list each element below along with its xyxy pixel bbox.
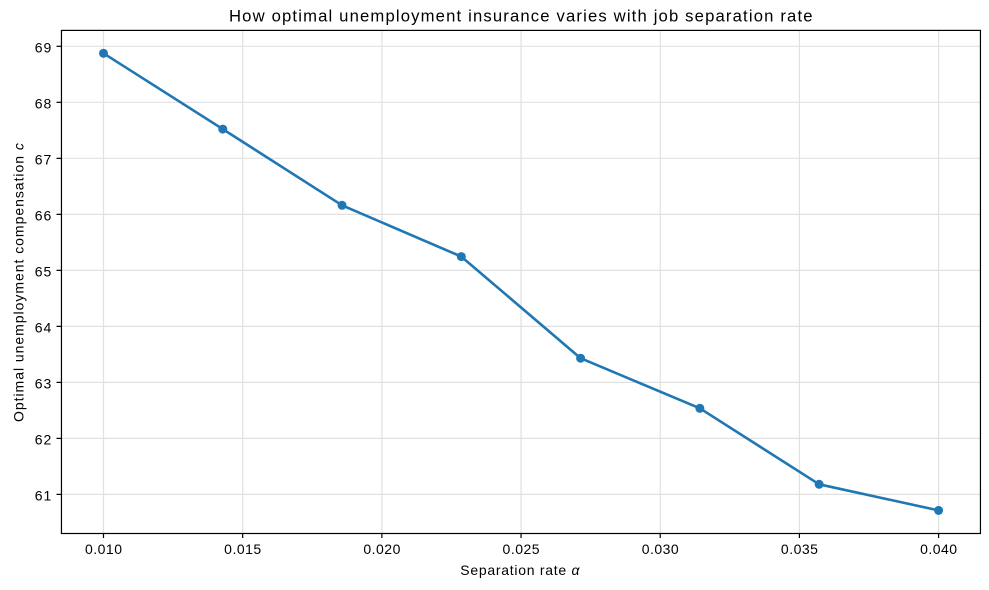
svg-text:64: 64 [35, 319, 53, 335]
svg-text:0.035: 0.035 [781, 541, 818, 557]
svg-text:67: 67 [35, 151, 53, 167]
svg-text:66: 66 [35, 207, 53, 223]
svg-text:62: 62 [35, 431, 53, 447]
svg-text:69: 69 [35, 39, 53, 55]
svg-text:0.030: 0.030 [642, 541, 679, 557]
svg-text:How optimal unemployment insur: How optimal unemployment insurance varie… [229, 7, 813, 26]
svg-text:61: 61 [35, 487, 53, 503]
svg-text:0.020: 0.020 [363, 541, 400, 557]
svg-text:Optimal unemployment compensat: Optimal unemployment compensation c [11, 143, 27, 422]
svg-text:0.015: 0.015 [224, 541, 261, 557]
svg-text:68: 68 [35, 95, 53, 111]
svg-text:0.010: 0.010 [85, 541, 122, 557]
svg-text:65: 65 [35, 263, 53, 279]
svg-text:0.040: 0.040 [920, 541, 957, 557]
svg-text:0.025: 0.025 [503, 541, 540, 557]
svg-text:Separation rate α: Separation rate α [460, 562, 580, 578]
svg-text:63: 63 [35, 375, 53, 391]
